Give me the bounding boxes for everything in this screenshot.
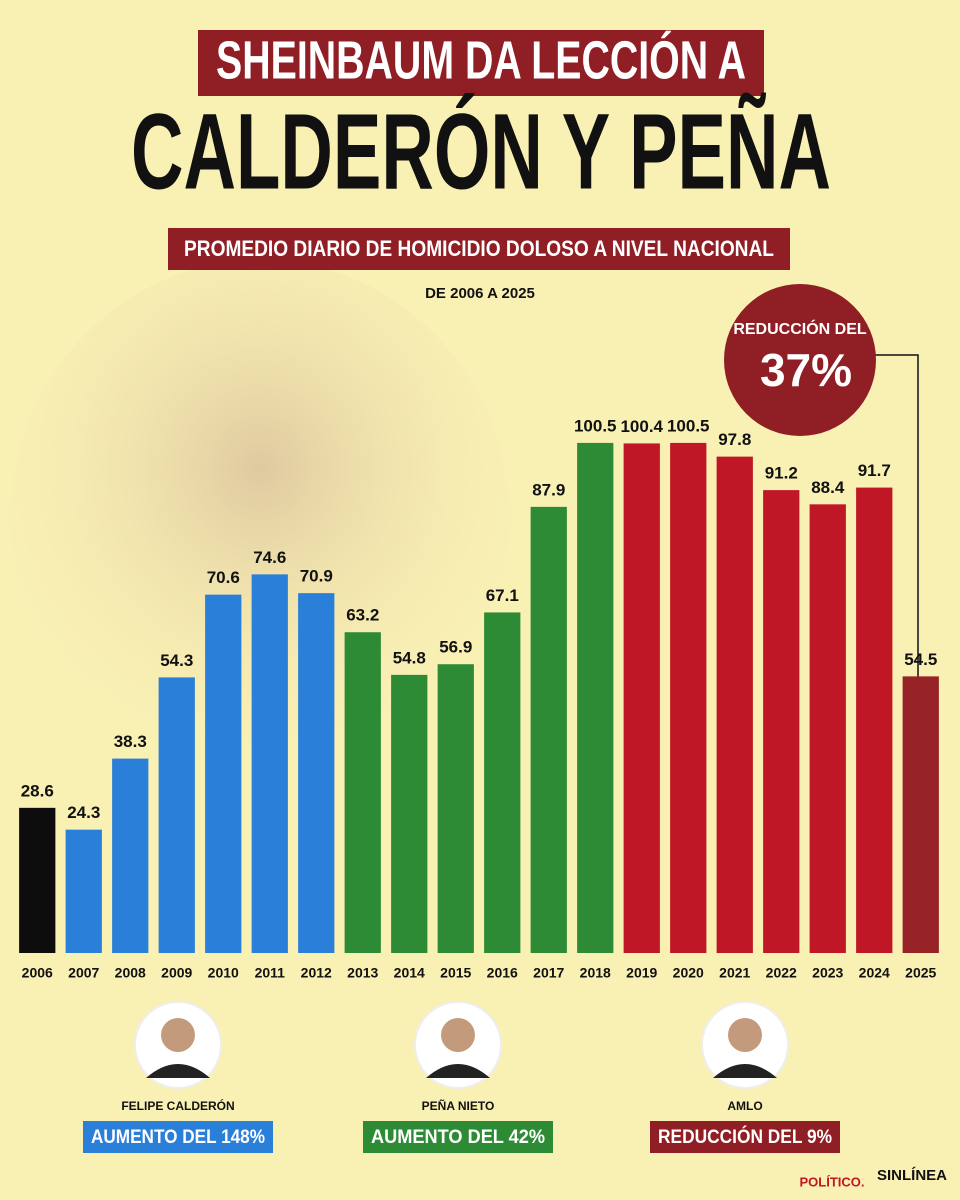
value-label: 88.4	[811, 478, 845, 497]
bar	[19, 807, 56, 953]
x-tick-label: 2021	[719, 965, 750, 981]
callout-value: 37%	[760, 344, 852, 396]
subtitle: PROMEDIO DIARIO DE HOMICIDIO DOLOSO A NI…	[184, 236, 774, 261]
value-label: 67.1	[486, 586, 519, 605]
bar	[623, 443, 660, 953]
x-tick-label: 2018	[580, 965, 611, 981]
x-tick-label: 2010	[208, 965, 239, 981]
x-tick-label: 2017	[533, 965, 564, 981]
president-summary: REDUCCIÓN DEL 9%	[658, 1126, 832, 1148]
bar	[670, 442, 707, 953]
president-name: AMLO	[727, 1099, 762, 1113]
value-label: 70.6	[207, 568, 240, 587]
value-label: 38.3	[114, 732, 147, 751]
bar	[65, 829, 102, 953]
president-name: FELIPE CALDERÓN	[121, 1098, 234, 1113]
bar	[205, 594, 242, 953]
bar	[809, 504, 846, 953]
portrait-backdrop	[10, 260, 510, 780]
callout-circle	[724, 284, 876, 436]
value-label: 100.5	[667, 416, 710, 435]
x-tick-label: 2022	[766, 965, 797, 981]
x-tick-label: 2015	[440, 965, 471, 981]
callout-label: REDUCCIÓN DEL	[733, 319, 867, 338]
portrait-head	[161, 1018, 195, 1052]
bar	[577, 442, 614, 953]
summary-box	[363, 1121, 553, 1153]
value-label: 24.3	[67, 803, 100, 822]
title-box	[198, 30, 764, 96]
bar	[158, 677, 195, 953]
x-tick-label: 2011	[255, 965, 286, 981]
x-tick-label: 2009	[161, 965, 192, 981]
bar	[251, 574, 288, 953]
title-line2: CALDERÓN Y PEÑA	[131, 91, 831, 212]
summary-box	[83, 1121, 273, 1153]
x-tick-label: 2006	[22, 965, 53, 981]
value-label: 54.3	[160, 651, 193, 670]
subtitle-box	[168, 228, 790, 270]
portrait-suit	[713, 1064, 777, 1078]
portrait-head	[441, 1018, 475, 1052]
value-label: 63.2	[346, 606, 379, 625]
x-tick-label: 2020	[673, 965, 704, 981]
period: DE 2006 A 2025	[425, 285, 535, 302]
value-label: 28.6	[21, 781, 54, 800]
x-tick-label: 2024	[859, 965, 890, 981]
x-tick-label: 2016	[487, 965, 518, 981]
presidents: FELIPE CALDERÓN AUMENTO DEL 148% PEÑA NIET…	[83, 1001, 840, 1153]
value-label: 70.9	[300, 567, 333, 586]
bar	[856, 487, 893, 953]
bar	[112, 758, 149, 953]
value-label: 100.4	[620, 417, 663, 436]
value-label: 56.9	[439, 638, 472, 657]
president-summary: AUMENTO DEL 42%	[371, 1127, 545, 1148]
x-tick-label: 2012	[301, 965, 332, 981]
value-label: 54.5	[904, 650, 937, 669]
portrait-suit	[146, 1064, 210, 1078]
value-label: 100.5	[574, 416, 617, 435]
bar	[902, 676, 939, 953]
value-label: 74.6	[253, 548, 286, 567]
bar	[344, 632, 381, 953]
portrait-suit	[426, 1064, 490, 1078]
x-tick-label: 2007	[68, 965, 99, 981]
president-summary: AUMENTO DEL 148%	[91, 1127, 265, 1148]
x-tick-label: 2014	[394, 965, 425, 981]
bar	[298, 593, 335, 953]
portrait-head	[728, 1018, 762, 1052]
bar	[716, 456, 753, 953]
title-line1: SHEINBAUM DA LECCIÓN A	[216, 30, 746, 90]
bar	[437, 664, 474, 953]
value-label: 97.8	[718, 430, 751, 449]
president-name: PEÑA NIETO	[422, 1098, 495, 1113]
value-label: 54.8	[393, 648, 426, 667]
summary-box	[650, 1121, 840, 1153]
x-tick-label: 2023	[812, 965, 843, 981]
bar	[763, 490, 800, 953]
bar	[484, 612, 521, 953]
x-tick-label: 2019	[626, 965, 657, 981]
value-label: 91.2	[765, 464, 798, 483]
value-label: 91.7	[858, 461, 891, 480]
callout-connector	[872, 354, 919, 680]
value-label: 87.9	[532, 480, 565, 499]
logo-politico: POLÍTICO.	[800, 1174, 865, 1189]
logo-sinlinea: SINLÍNEA	[877, 1167, 947, 1184]
bar	[530, 506, 567, 953]
x-tick-label: 2008	[115, 965, 146, 981]
x-tick-label: 2025	[905, 965, 936, 981]
x-tick-label: 2013	[347, 965, 378, 981]
bar	[391, 674, 428, 953]
